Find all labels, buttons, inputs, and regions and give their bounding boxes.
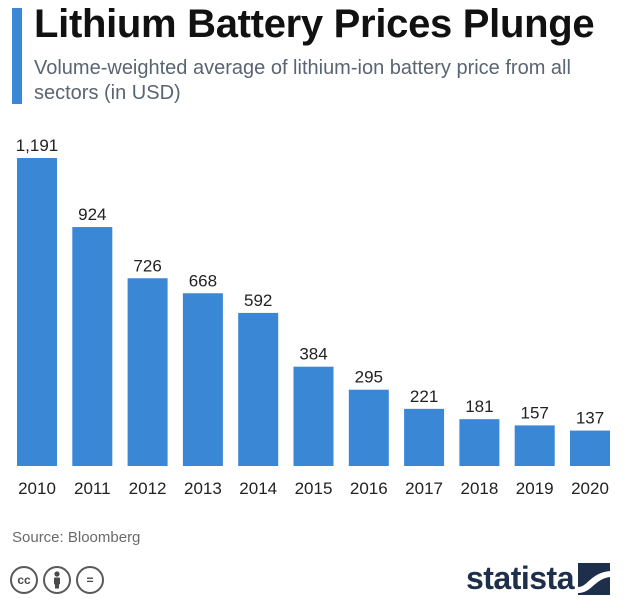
source-note: Source: Bloomberg <box>12 529 141 546</box>
bar-2014 <box>238 312 279 466</box>
bar-chart: 1,191 2010 924 2011 726 2012 668 2013 592 2014 384… <box>16 136 610 498</box>
value-label-2018: 181 <box>465 397 493 416</box>
cc-icon[interactable]: cc <box>10 566 38 594</box>
value-label-2015: 384 <box>299 345 327 364</box>
value-label-2020: 137 <box>576 409 604 428</box>
license-icons: cc = <box>10 566 104 594</box>
value-label-2014: 592 <box>244 291 272 310</box>
value-label-2016: 295 <box>355 368 383 387</box>
bar-2020 <box>570 430 610 466</box>
value-label-2010: 1,191 <box>16 136 59 155</box>
bar-2016 <box>348 389 389 466</box>
person-icon[interactable] <box>43 566 71 594</box>
category-label-2011: 2011 <box>74 479 111 498</box>
bar-2018 <box>459 419 500 466</box>
statista-brand[interactable]: statista <box>466 560 610 597</box>
bar-2012 <box>127 278 168 466</box>
equals-icon[interactable]: = <box>76 566 104 594</box>
category-label-2018: 2018 <box>460 479 498 498</box>
bar-2010 <box>17 158 57 466</box>
chart-subtitle: Volume-weighted average of lithium-ion b… <box>34 57 571 104</box>
bar-2011 <box>72 227 113 466</box>
brand-name: statista <box>465 560 575 596</box>
accent-bar <box>12 8 22 104</box>
chart-title: Lithium Battery Prices Plunge <box>34 2 595 46</box>
value-label-2013: 668 <box>189 271 217 290</box>
value-label-2017: 221 <box>410 387 438 406</box>
category-label-2017: 2017 <box>405 479 443 498</box>
bar-2015 <box>293 366 334 466</box>
value-label-2011: 924 <box>78 205 106 224</box>
bar-2017 <box>404 408 445 466</box>
category-label-2012: 2012 <box>129 479 167 498</box>
category-label-2020: 2020 <box>571 479 609 498</box>
value-label-2012: 726 <box>133 256 161 275</box>
bar-2019 <box>514 425 555 466</box>
category-label-2014: 2014 <box>239 479 277 498</box>
value-label-2019: 157 <box>521 403 549 422</box>
category-label-2016: 2016 <box>350 479 388 498</box>
statista-logo-icon <box>578 562 610 595</box>
category-label-2013: 2013 <box>184 479 222 498</box>
bar-2013 <box>182 293 223 466</box>
category-label-2015: 2015 <box>295 479 333 498</box>
category-label-2010: 2010 <box>18 479 56 498</box>
category-label-2019: 2019 <box>516 479 554 498</box>
